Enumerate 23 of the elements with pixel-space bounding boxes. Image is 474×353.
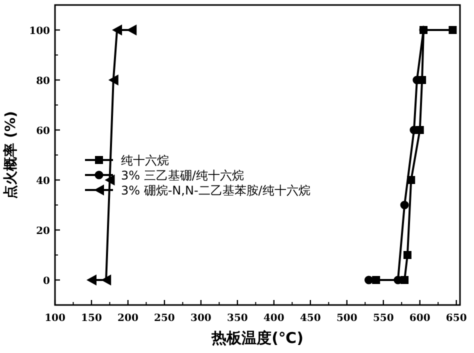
x-tick-label: 150 <box>81 313 102 324</box>
x-tick-label: 600 <box>409 313 430 324</box>
x-tick-label: 550 <box>372 313 394 324</box>
y-tick-label: 80 <box>36 76 50 87</box>
x-tick-label: 650 <box>446 313 467 324</box>
y-tick-label: 100 <box>29 26 50 37</box>
x-axis-title: 热板温度(℃) <box>210 329 304 347</box>
y-tick-label: 40 <box>36 176 50 187</box>
x-tick-label: 400 <box>263 313 284 324</box>
x-tick-label: 250 <box>154 313 175 324</box>
y-axis-title: 点火概率 (%) <box>2 111 19 199</box>
y-tick-label: 20 <box>36 226 50 237</box>
x-tick-label: 200 <box>118 313 138 324</box>
x-tick-label: 350 <box>226 313 248 324</box>
x-tick-label: 300 <box>190 313 212 324</box>
x-tick-label: 450 <box>300 313 321 324</box>
x-tick-label: 500 <box>336 313 358 324</box>
legend-label: 3% 三乙基硼/纯十六烷 <box>121 168 244 182</box>
x-tick-label: 100 <box>44 313 66 324</box>
legend-label: 3% 硼烷-N,N-二乙基苯胺/纯十六烷 <box>121 184 310 198</box>
y-tick-label: 60 <box>36 126 50 137</box>
y-tick-label: 0 <box>43 276 50 287</box>
legend-label: 纯十六烷 <box>121 154 169 168</box>
